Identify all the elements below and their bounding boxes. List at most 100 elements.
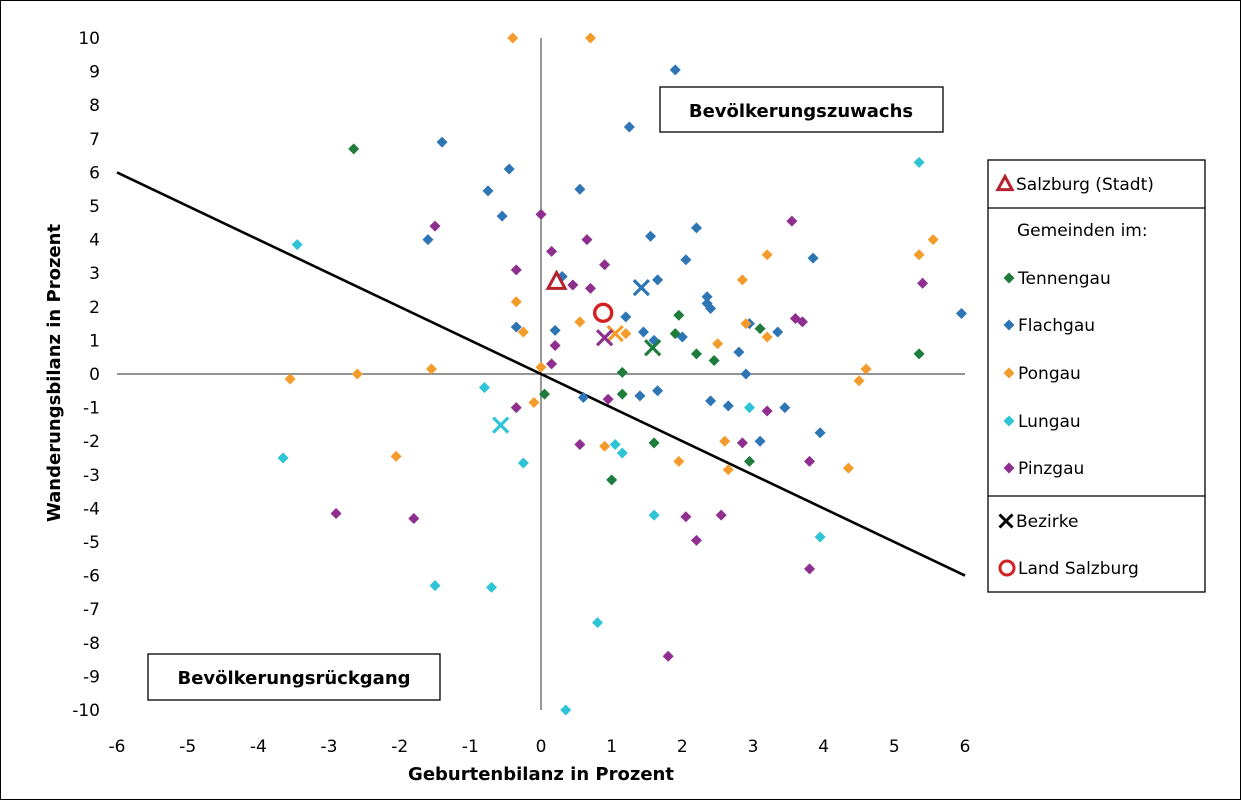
annotation-growth-box: [659, 86, 944, 133]
legend-symbol-flachgau: [1003, 319, 1015, 331]
axis-titles: Geburtenbilanz in Prozent Wanderungsbila…: [44, 224, 674, 785]
city-marker: [545, 269, 568, 290]
legend-group-heading: Gemeinden im:: [1017, 221, 1148, 241]
reference-line: [116, 171, 966, 577]
legend-symbol-pongau: [1003, 367, 1015, 379]
legend: Salzburg (Stadt) Gemeinden im: Tennengau…: [987, 159, 1206, 593]
annotations: Bevölkerungszuwachs Bevölkerungsrückgang: [147, 86, 944, 701]
data-point-pongau: [574, 316, 586, 328]
data-point-pinzgau: [330, 507, 342, 519]
data-point-pongau: [712, 338, 724, 350]
data-point-lungau: [616, 447, 628, 459]
data-point-lungau: [277, 452, 289, 464]
data-point-pongau: [510, 296, 522, 308]
y-tick-label: -8: [83, 634, 100, 654]
data-point-pongau: [390, 450, 402, 462]
data-point-pinzgau: [581, 234, 593, 246]
data-point-pinzgau: [786, 215, 798, 227]
data-point-lungau: [478, 381, 490, 393]
data-point-flachgau: [496, 210, 508, 222]
data-point-flachgau: [634, 390, 646, 402]
x-tick-label: 6: [960, 737, 971, 757]
data-point-flachgau: [652, 274, 664, 286]
plot-area: -6 -5 -4 -3 -2 -1 0 1 2 3 4 5 6109876543210-1-2-3-4-…: [72, 29, 970, 757]
data-point-pinzgau: [796, 316, 808, 328]
data-point-pongau: [351, 368, 363, 380]
data-point-pinzgau: [917, 277, 929, 289]
y-tick-label: 8: [89, 96, 100, 116]
legend-label-flachgau: Flachgau: [1018, 316, 1095, 336]
x-tick-label: -1: [462, 737, 479, 757]
data-point-pinzgau: [602, 393, 614, 405]
data-point-pinzgau: [715, 509, 727, 521]
y-tick-label: 2: [89, 298, 100, 318]
data-point-pongau: [761, 331, 773, 343]
data-point-pinzgau: [736, 437, 748, 449]
x-tick-label: 1: [606, 737, 617, 757]
data-point-flachgau: [955, 308, 967, 320]
data-point-lungau: [560, 704, 572, 716]
legend-state-label: Land Salzburg: [1018, 559, 1139, 579]
data-point-flachgau: [740, 368, 752, 380]
data-point-flachgau: [676, 331, 688, 343]
district-marker-lungau: [492, 416, 510, 434]
data-point-flachgau: [814, 427, 826, 439]
district-marker-pongau: [606, 325, 624, 343]
y-tick-label: -3: [83, 466, 100, 486]
data-point-flachgau: [779, 402, 791, 414]
x-tick-label: 3: [748, 737, 759, 757]
data-point-flachgau: [645, 230, 657, 242]
data-point-tennengau: [690, 348, 702, 360]
data-point-lungau: [743, 402, 755, 414]
x-tick-label: 0: [536, 737, 547, 757]
data-point-flachgau: [510, 321, 522, 333]
data-point-tennengau: [708, 355, 720, 367]
x-tick-label: -5: [179, 737, 196, 757]
y-tick-label: 3: [89, 264, 100, 284]
district-marker-flachgau: [632, 279, 650, 297]
y-tick-label: -5: [83, 533, 100, 553]
data-point-lungau: [486, 581, 498, 593]
data-point-pongau: [599, 440, 611, 452]
x-tick-label: 2: [677, 737, 688, 757]
y-tick-label: 9: [89, 63, 100, 83]
x-tick-label: 4: [818, 737, 829, 757]
data-point-tennengau: [616, 388, 628, 400]
data-point-pinzgau: [599, 259, 611, 271]
data-point-tennengau: [616, 366, 628, 378]
data-point-flachgau: [503, 163, 515, 175]
legend-label-pinzgau: Pinzgau: [1018, 459, 1084, 479]
data-point-flachgau: [436, 136, 448, 148]
data-point-flachgau: [754, 435, 766, 447]
data-point-flachgau: [705, 395, 717, 407]
legend-box: [987, 159, 1206, 593]
y-tick-label: 0: [89, 365, 100, 385]
data-point-pongau: [913, 249, 925, 261]
legend-label-lungau: Lungau: [1018, 412, 1081, 432]
y-tick-label: 4: [89, 231, 100, 251]
annotation-decline: Bevölkerungsrückgang: [177, 668, 410, 689]
data-point-pinzgau: [690, 534, 702, 546]
x-tick-label: -2: [391, 737, 408, 757]
data-point-tennengau: [743, 455, 755, 467]
state-marker: [592, 302, 614, 324]
data-point-tennengau: [539, 388, 551, 400]
data-point-flachgau: [669, 64, 681, 76]
data-point-tennengau: [348, 143, 360, 155]
x-axis-title: Geburtenbilanz in Prozent: [408, 764, 674, 785]
data-point-pinzgau: [584, 282, 596, 294]
legend-symbol-lungau: [1003, 415, 1015, 427]
x-tick-label: -6: [109, 737, 126, 757]
data-point-pongau: [517, 326, 529, 338]
data-point-flachgau: [705, 302, 717, 314]
data-point-flachgau: [733, 346, 745, 358]
data-point-pinzgau: [510, 264, 522, 276]
data-point-pongau: [736, 274, 748, 286]
x-tick-label: -3: [321, 737, 338, 757]
y-axis-title: Wanderungsbilanz in Prozent: [44, 224, 65, 522]
data-point-pinzgau: [662, 650, 674, 662]
data-point-pinzgau: [567, 279, 579, 291]
data-point-pongau: [842, 462, 854, 474]
data-point-pongau: [284, 373, 296, 385]
